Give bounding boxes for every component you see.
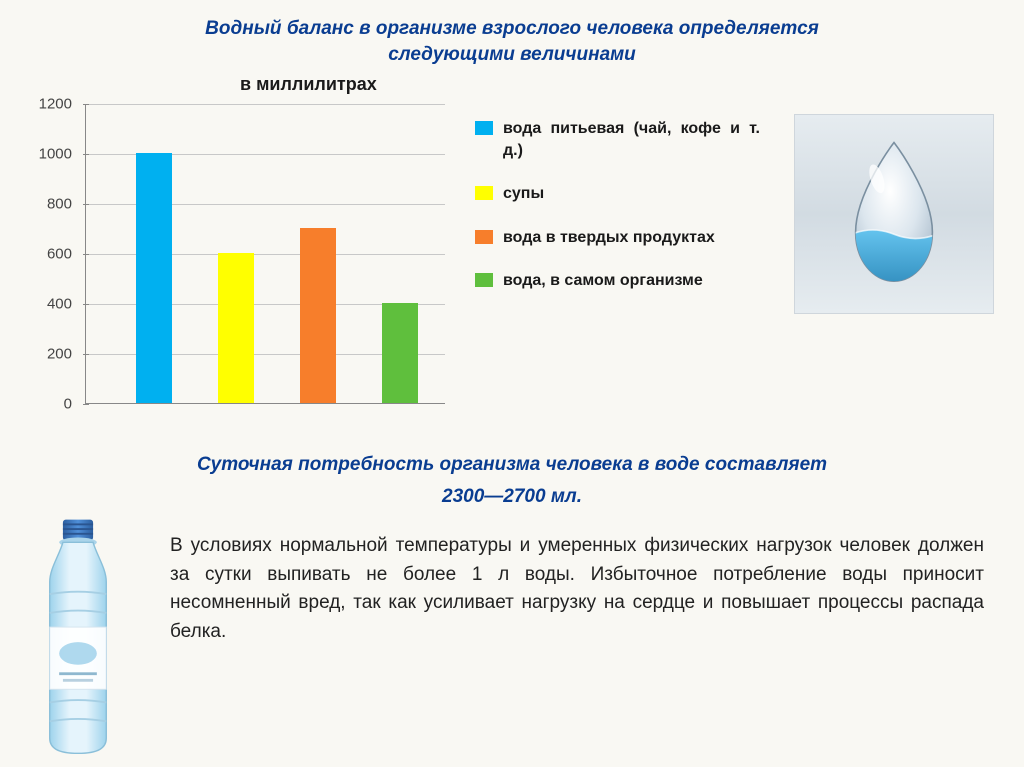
legend-item-1: супы bbox=[475, 183, 760, 205]
legend-item-0: вода питьевая (чай, кофе и т. д.) bbox=[475, 118, 760, 161]
legend-item-3: вода, в самом организме bbox=[475, 270, 760, 292]
bar-1 bbox=[218, 253, 254, 403]
legend-swatch bbox=[475, 121, 493, 135]
daily-need-line1: Суточная потребность организма человека … bbox=[90, 454, 934, 476]
bar-chart: 020040060080010001200 bbox=[30, 104, 460, 424]
droplet-icon bbox=[829, 134, 959, 294]
legend-item-2: вода в твердых продуктах bbox=[475, 227, 760, 249]
legend-label: вода в твердых продуктах bbox=[503, 227, 715, 249]
y-tick-label: 800 bbox=[47, 196, 72, 213]
legend-label: вода, в самом организме bbox=[503, 270, 703, 292]
y-axis: 020040060080010001200 bbox=[30, 104, 80, 404]
legend-swatch bbox=[475, 273, 493, 287]
bar-3 bbox=[382, 303, 418, 403]
chart-title: в миллилитрах bbox=[240, 74, 377, 95]
y-tick-label: 200 bbox=[47, 346, 72, 363]
bottle-icon bbox=[18, 514, 138, 759]
bar-2 bbox=[300, 228, 336, 403]
legend-swatch bbox=[475, 186, 493, 200]
legend-label: супы bbox=[503, 183, 544, 205]
gridline bbox=[86, 104, 445, 105]
y-tick-label: 1200 bbox=[39, 96, 72, 113]
page-heading-line2: следующими величинами bbox=[0, 44, 1024, 66]
legend-swatch bbox=[475, 230, 493, 244]
chart-legend: вода питьевая (чай, кофе и т. д.) супы вод… bbox=[475, 118, 760, 314]
legend-label: вода питьевая (чай, кофе и т. д.) bbox=[503, 118, 760, 161]
body-paragraph: В условиях нормальной температуры и умер… bbox=[170, 532, 984, 646]
page-heading-line1: Водный баланс в организме взрослого чело… bbox=[0, 0, 1024, 44]
bar-0 bbox=[136, 153, 172, 403]
daily-need-line2: 2300—2700 мл. bbox=[90, 486, 934, 508]
y-tick-label: 400 bbox=[47, 296, 72, 313]
chart-legend-row: в миллилитрах 0 200 400 600 800 1000 1200 вода… bbox=[0, 74, 1024, 444]
droplet-image bbox=[794, 114, 994, 314]
y-tick-label: 0 bbox=[64, 396, 72, 413]
y-tick-label: 1000 bbox=[39, 146, 72, 163]
bottle-image bbox=[18, 514, 138, 759]
bottom-section: В условиях нормальной температуры и умер… bbox=[0, 532, 1024, 646]
y-tick-label: 600 bbox=[47, 246, 72, 263]
plot-area bbox=[85, 104, 445, 404]
